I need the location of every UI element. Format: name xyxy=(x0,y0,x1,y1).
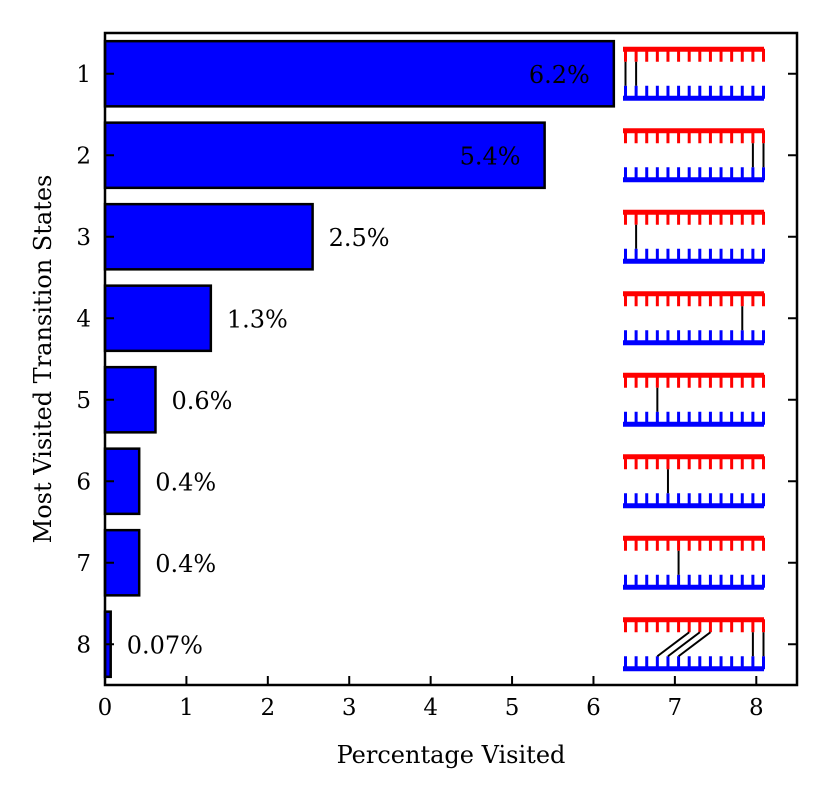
strand-inset-8 xyxy=(623,617,765,672)
bar-label-4: 1.3% xyxy=(227,305,288,333)
x-axis-label: Percentage Visited xyxy=(337,741,566,769)
bar-1 xyxy=(103,39,616,108)
top-strand xyxy=(623,209,764,215)
y-tick-label-6: 6 xyxy=(76,469,91,495)
bottom-strand xyxy=(623,258,764,264)
bar-4 xyxy=(103,284,213,353)
y-axis-label: Most Visited Transition States xyxy=(29,175,57,544)
x-tick-label-4: 4 xyxy=(423,695,438,721)
strand-inset-7 xyxy=(623,535,765,590)
top-strand xyxy=(623,46,764,52)
bottom-strand xyxy=(623,584,764,590)
y-tick-label-8: 8 xyxy=(76,632,91,658)
strand-inset-2 xyxy=(623,128,765,183)
x-tick-label-6: 6 xyxy=(586,695,601,721)
x-tick-label-3: 3 xyxy=(342,695,357,721)
x-tick-label-0: 0 xyxy=(98,695,113,721)
top-strand xyxy=(623,291,764,297)
bar-value-labels: 6.2% 5.4% 2.5% 1.3% 0.6% 0.4% 0.4% 0.07% xyxy=(127,61,590,660)
strand-inset-6 xyxy=(623,454,765,509)
bar-3 xyxy=(103,202,314,271)
strand-insets xyxy=(623,46,765,672)
strand-inset-1 xyxy=(623,46,765,101)
x-tick-label-1: 1 xyxy=(179,695,194,721)
bar-label-6: 0.4% xyxy=(155,468,216,496)
strand-inset-5 xyxy=(623,372,765,427)
y-tick-label-1: 1 xyxy=(76,62,91,88)
strand-inset-4 xyxy=(623,291,765,346)
bar-label-7: 0.4% xyxy=(155,550,216,578)
bond xyxy=(656,631,690,658)
bottom-strand xyxy=(623,95,764,101)
bottom-strand xyxy=(623,421,764,427)
y-tick-label-3: 3 xyxy=(76,225,91,251)
top-strand xyxy=(623,128,764,134)
axis-ticks: 0 1 2 3 4 5 6 7 8 1 2 3 4 5 6 7 8 xyxy=(76,62,797,721)
x-tick-label-5: 5 xyxy=(505,695,520,721)
bottom-strand xyxy=(623,503,764,509)
top-strand xyxy=(623,617,764,623)
strand-inset-3 xyxy=(623,209,765,264)
bar-label-8: 0.07% xyxy=(127,631,203,659)
bars xyxy=(103,39,616,679)
bar-label-3: 2.5% xyxy=(329,224,390,252)
bar-label-2: 5.4% xyxy=(460,142,521,170)
bottom-strand xyxy=(623,340,764,346)
y-tick-label-4: 4 xyxy=(76,306,91,332)
bar-label-1: 6.2% xyxy=(529,61,590,89)
bar-2 xyxy=(103,121,546,190)
x-tick-label-8: 8 xyxy=(749,695,764,721)
top-strand xyxy=(623,535,764,541)
top-strand xyxy=(623,454,764,460)
x-tick-label-7: 7 xyxy=(668,695,683,721)
bar-label-5: 0.6% xyxy=(171,387,232,415)
bottom-strand xyxy=(623,666,764,672)
plot-frame xyxy=(103,31,799,687)
y-tick-label-7: 7 xyxy=(76,551,91,577)
bond xyxy=(667,631,701,658)
bottom-strand xyxy=(623,177,764,183)
y-tick-label-5: 5 xyxy=(76,388,91,414)
top-strand xyxy=(623,372,764,378)
y-tick-label-2: 2 xyxy=(76,143,91,169)
bond xyxy=(677,631,712,658)
x-tick-label-2: 2 xyxy=(261,695,276,721)
